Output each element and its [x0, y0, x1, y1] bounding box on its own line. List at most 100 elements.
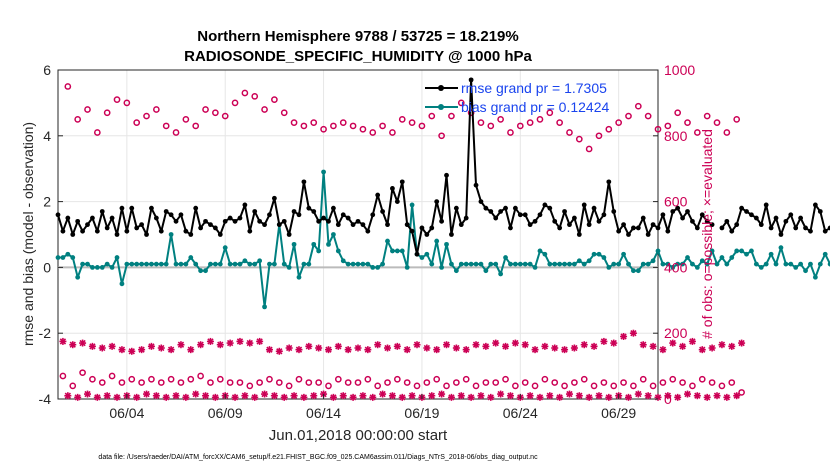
rmse-point	[532, 218, 538, 224]
bias-point	[680, 261, 685, 267]
obs-evaluated-point	[384, 344, 392, 352]
rmse-point	[473, 182, 479, 188]
obs-possible-point	[207, 379, 214, 386]
bias-point	[665, 261, 671, 267]
obs-count-markers	[59, 83, 746, 401]
obs-evaluated-point	[211, 393, 219, 401]
bias-point	[75, 274, 81, 280]
obs-evaluated-point	[669, 339, 677, 347]
obs-possible-point	[531, 382, 539, 390]
obs-possible-point	[600, 379, 608, 386]
obs-evaluated-point	[393, 342, 401, 350]
obs-evaluated-point	[487, 393, 495, 401]
rmse-point	[483, 205, 489, 211]
rmse-point	[399, 179, 405, 185]
obs-evaluated-point	[128, 347, 136, 355]
rmse-point	[212, 225, 218, 231]
obs-possible-point	[364, 375, 372, 383]
rmse-point	[149, 205, 154, 211]
bias-point	[296, 274, 302, 280]
obs-evaluated-point	[580, 341, 588, 349]
obs-possible-point	[693, 129, 701, 136]
bias-point	[316, 248, 322, 254]
rmse-point	[793, 225, 799, 231]
bias-point	[601, 255, 607, 260]
rmse-point	[803, 225, 808, 231]
bias-point	[104, 261, 110, 267]
left-axis-ticks: -4 -2 0 2 4 6	[39, 62, 63, 407]
rmse-point	[158, 228, 164, 234]
bias-point	[365, 261, 371, 267]
bias-point	[281, 261, 287, 267]
obs-possible-point	[177, 379, 185, 386]
rmse-point	[365, 228, 371, 234]
rmse-point	[291, 209, 297, 214]
rmse-point	[527, 222, 533, 228]
obs-possible-point	[512, 382, 519, 390]
rmse-point	[70, 232, 76, 237]
legend-rmse-label: rmse grand pr = 1.7305	[461, 80, 607, 96]
rmse-point	[350, 222, 356, 228]
y-axis-label-right: # of obs: o=possible; ×=evaluated	[699, 129, 715, 339]
obs-evaluated-point	[546, 392, 554, 400]
obs-possible-point	[413, 382, 421, 390]
obs-evaluated-point	[610, 339, 618, 347]
rmse-point	[626, 232, 631, 237]
rmse-point	[655, 225, 661, 231]
obs-possible-point	[649, 382, 657, 390]
bias-point	[621, 251, 626, 257]
obs-possible-point	[580, 375, 588, 383]
bias-point	[55, 255, 61, 260]
rmse-point	[773, 215, 779, 221]
rmse-point	[262, 222, 267, 228]
bias-point	[606, 265, 612, 270]
bias-point	[783, 261, 789, 267]
bias-point	[591, 251, 597, 257]
obs-possible-point	[93, 129, 101, 136]
rmse-point	[547, 205, 553, 211]
obs-evaluated-point	[521, 341, 529, 349]
obs-evaluated-point	[379, 390, 387, 398]
bias-point	[571, 261, 577, 267]
bias-point	[65, 251, 71, 257]
rmse-point	[178, 212, 184, 218]
obs-possible-point	[172, 129, 180, 136]
x-tick-label: 06/09	[208, 405, 243, 421]
obs-evaluated-point	[280, 393, 288, 401]
bias-point	[778, 245, 784, 251]
rmse-point	[798, 215, 804, 221]
obs-evaluated-point	[413, 341, 421, 349]
bias-point	[301, 261, 307, 267]
obs-possible-point	[148, 375, 155, 383]
obs-possible-point	[384, 379, 391, 386]
obs-evaluated-point	[113, 393, 121, 401]
rmse-point	[222, 218, 228, 224]
obs-possible-point	[423, 379, 431, 386]
rmse-point	[557, 225, 563, 231]
y-tick-label: 4	[43, 128, 51, 144]
rmse-point	[542, 202, 548, 208]
obs-possible-point	[192, 122, 200, 130]
rmse-point	[822, 228, 828, 234]
obs-possible-point	[541, 375, 549, 383]
obs-possible-point	[684, 119, 691, 126]
bias-point	[453, 268, 459, 274]
obs-possible-point	[408, 119, 416, 126]
obs-evaluated-point	[561, 346, 569, 354]
bias-point	[532, 265, 538, 270]
obs-evaluated-point	[133, 393, 141, 401]
obs-possible-point	[502, 375, 509, 383]
rmse-point	[517, 212, 523, 218]
bias-point	[685, 255, 690, 260]
obs-evaluated-point	[693, 392, 701, 400]
obs-evaluated-point	[167, 346, 175, 354]
rmse-point	[424, 232, 430, 237]
rmse-point	[193, 205, 199, 211]
obs-evaluated-point	[251, 393, 259, 401]
rmse-point	[508, 225, 513, 231]
obs-evaluated-point	[551, 344, 559, 352]
bias-point	[576, 258, 582, 264]
rmse-point	[753, 215, 759, 221]
rmse-point	[80, 228, 85, 234]
bias-point	[85, 261, 90, 267]
